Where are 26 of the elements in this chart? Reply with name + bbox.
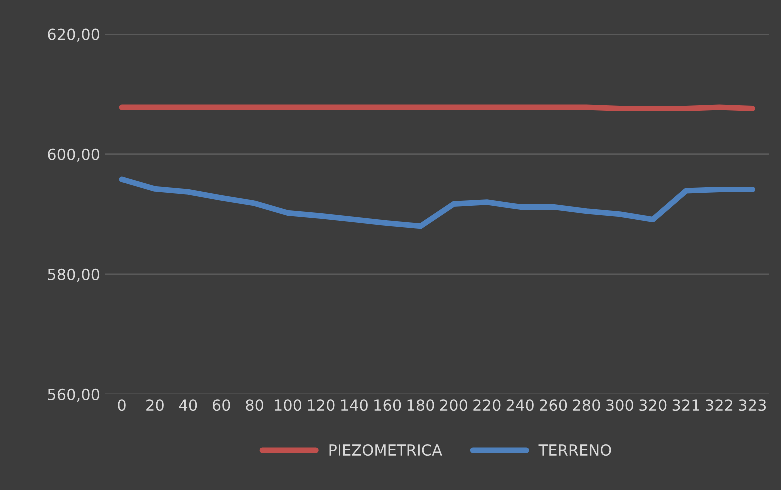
x-tick-label: 300 xyxy=(606,400,634,412)
x-tick-label: 140 xyxy=(341,400,368,412)
x-tick-label: 80 xyxy=(246,400,264,412)
y-tick-label: 560,00 xyxy=(48,388,100,402)
x-tick-label: 100 xyxy=(275,400,302,412)
y-tick-label: 580,00 xyxy=(48,268,100,282)
x-tick-label: 321 xyxy=(672,400,700,412)
x-tick-label: 60 xyxy=(212,400,230,412)
x-tick-label: 322 xyxy=(706,400,733,412)
x-tick-label: 280 xyxy=(573,400,600,412)
y-tick-label: 620,00 xyxy=(48,28,100,42)
x-tick-label: 260 xyxy=(540,400,568,412)
x-tick-label: 0 xyxy=(118,400,126,412)
x-tick-label: 323 xyxy=(739,400,766,412)
x-tick-label: 20 xyxy=(146,400,164,412)
legend-label: TERRENO xyxy=(538,444,612,456)
y-tick-label: 600,00 xyxy=(48,148,100,162)
x-tick-label: 200 xyxy=(440,400,468,412)
x-tick-label: 240 xyxy=(506,400,534,412)
x-tick-label: 320 xyxy=(640,400,667,412)
x-tick-label: 40 xyxy=(179,400,198,412)
x-tick-label: 120 xyxy=(308,400,335,412)
legend-label: PIEZOMETRICA xyxy=(330,444,442,456)
x-tick-label: 180 xyxy=(408,400,434,412)
x-tick-label: 160 xyxy=(374,400,402,412)
x-tick-label: 220 xyxy=(474,400,501,412)
